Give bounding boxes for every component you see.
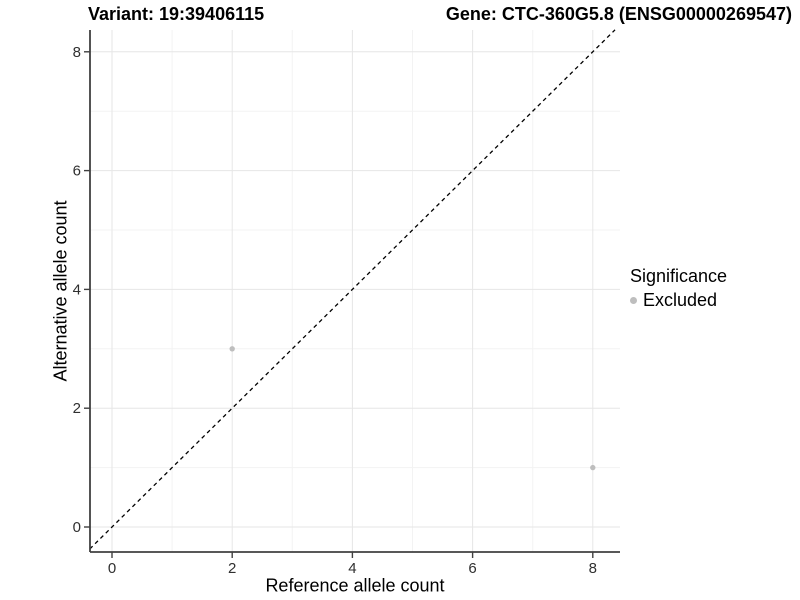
x-tick-label: 0 [108,560,116,577]
data-point [590,464,596,471]
legend-point-icon [630,297,637,304]
y-tick-label: 2 [73,400,81,417]
x-tick-label: 4 [348,560,356,577]
y-tick-label: 8 [73,44,81,61]
x-tick-label: 2 [228,560,236,577]
x-tick-label: 8 [589,560,597,577]
data-point [229,346,235,352]
x-tick-label: 6 [468,560,476,577]
legend: Significance Excluded [630,266,727,311]
gene-title: Gene: CTC-360G5.8 (ENSG00000269547) [445,4,792,24]
legend-title: Significance [630,266,728,286]
y-tick-label: 4 [73,281,81,298]
legend-item-excluded: Excluded [630,290,727,311]
variant-title: Variant: 19:39406115 [88,4,265,24]
x-axis-title: Reference allele count [265,575,445,596]
identity-line [89,29,616,550]
y-tick-label: 6 [73,163,81,180]
y-tick-label: 0 [73,519,81,536]
legend-item-label: Excluded [643,290,718,310]
